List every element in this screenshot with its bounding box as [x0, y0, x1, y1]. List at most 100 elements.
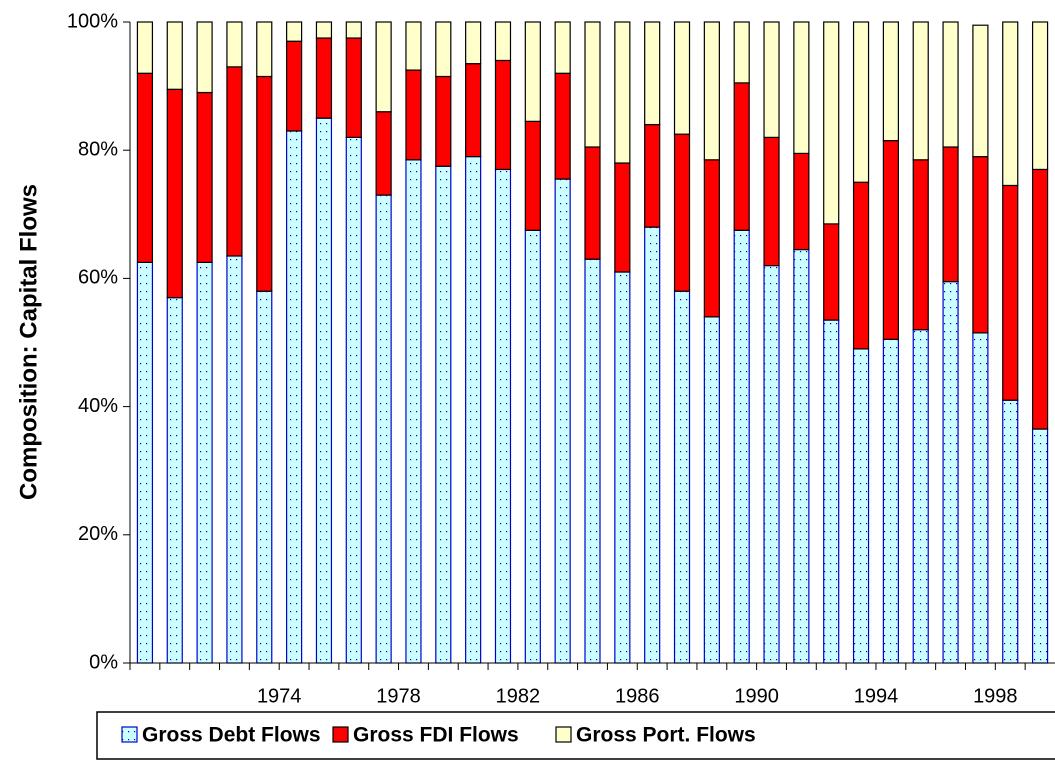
bar-segment — [166, 297, 183, 664]
bar-segment — [166, 21, 183, 90]
y-tick-label: 100% — [67, 10, 118, 32]
bar-segment — [584, 258, 601, 664]
bar-segment — [793, 21, 810, 155]
bar-segment — [584, 146, 601, 260]
x-tick-label: 1978 — [376, 685, 421, 707]
x-tick-label: 1990 — [734, 685, 779, 707]
bar-segment — [524, 120, 541, 231]
x-tick-label: 1986 — [615, 685, 660, 707]
bar-segment — [435, 75, 452, 167]
y-tick-label: 20% — [78, 523, 118, 545]
bar-segment — [315, 21, 333, 39]
bar-segment — [972, 24, 989, 158]
bar-segment — [136, 261, 154, 664]
bar-segment — [226, 255, 243, 664]
bar-segment — [614, 21, 631, 164]
bar-segment — [554, 72, 571, 180]
bar-segment — [673, 290, 691, 664]
bar-segment — [912, 159, 929, 331]
y-axis-title: Composition: Capital Flows — [15, 184, 42, 500]
x-tick-label: 1982 — [496, 685, 541, 707]
bar-segment — [1002, 399, 1019, 664]
bar-segment — [942, 281, 959, 664]
bar-segment — [763, 264, 780, 664]
bar-segment — [882, 139, 899, 340]
legend-label: Gross Port. Flows — [576, 724, 756, 747]
bar-segment — [256, 21, 273, 78]
bar-segment — [1002, 21, 1019, 187]
bar-segment — [733, 229, 750, 664]
bar-segment — [823, 223, 840, 321]
bar-segment — [852, 181, 870, 350]
bar-segment — [136, 21, 154, 74]
bar-segment — [465, 156, 482, 664]
bar-segment — [1031, 428, 1049, 664]
y-tick-label: 40% — [78, 395, 118, 417]
bar-segment — [882, 21, 899, 142]
bar-segment — [494, 21, 512, 62]
bar-segment — [942, 146, 959, 283]
legend-box — [96, 711, 1055, 760]
bar-segment — [494, 59, 512, 171]
legend-swatch — [332, 726, 349, 743]
bar-segment — [584, 21, 601, 148]
bar-segment — [1002, 184, 1019, 401]
bar-segment — [912, 21, 929, 161]
bar-segment — [494, 168, 512, 664]
bar-segment — [614, 162, 631, 273]
bar-segment — [405, 69, 422, 161]
bar-segment — [733, 21, 750, 84]
bar-segment — [673, 133, 691, 292]
bar-segment — [793, 248, 810, 664]
bar-segment — [315, 37, 333, 119]
bar-segment — [196, 91, 213, 263]
bar-segment — [942, 21, 959, 148]
bar-segment — [196, 261, 213, 664]
bar-segment — [256, 290, 273, 664]
bar-segment — [644, 21, 661, 126]
bar-segment — [226, 66, 243, 257]
bar-segment — [435, 21, 452, 78]
y-tick-label: 80% — [78, 138, 118, 160]
bar-segment — [345, 21, 362, 39]
bar-segment — [703, 21, 720, 161]
bar-segment — [375, 194, 392, 664]
bar-segment — [136, 72, 154, 263]
bar-segment — [852, 21, 870, 183]
bar-segment — [823, 21, 840, 225]
bar-segment — [852, 348, 870, 664]
bar-segment — [375, 111, 392, 196]
bar-segment — [405, 21, 422, 71]
bar-segment — [644, 226, 661, 664]
y-tick-label: 60% — [78, 267, 118, 289]
bar-segment — [673, 21, 691, 135]
bar-segment — [465, 21, 482, 65]
bar-segment — [644, 123, 661, 228]
bar-segment — [1031, 168, 1049, 430]
bar-segment — [524, 21, 541, 122]
bar-segment — [405, 159, 422, 664]
bar-segment — [435, 165, 452, 664]
bar-segment — [256, 75, 273, 292]
bar-segment — [823, 319, 840, 664]
bar-segment — [375, 21, 392, 113]
bar-segment — [733, 82, 750, 231]
bar-segment — [763, 21, 780, 138]
bar-segment — [345, 37, 362, 138]
bar-segment — [972, 156, 989, 334]
bar-segment — [226, 21, 243, 68]
bar-segment — [703, 159, 720, 318]
bar-segment — [286, 130, 303, 664]
bar-segment — [465, 63, 482, 158]
legend-label: Gross Debt Flows — [142, 724, 321, 747]
bar-segment — [703, 316, 720, 664]
legend-label: Gross FDI Flows — [353, 724, 519, 747]
bar-segment — [345, 136, 362, 664]
x-tick-label: 1998 — [973, 685, 1018, 707]
bar-segment — [763, 136, 780, 267]
bar-segment — [286, 21, 303, 42]
bar-segment — [315, 117, 333, 664]
bar-segment — [972, 332, 989, 664]
legend-swatch — [121, 726, 138, 743]
